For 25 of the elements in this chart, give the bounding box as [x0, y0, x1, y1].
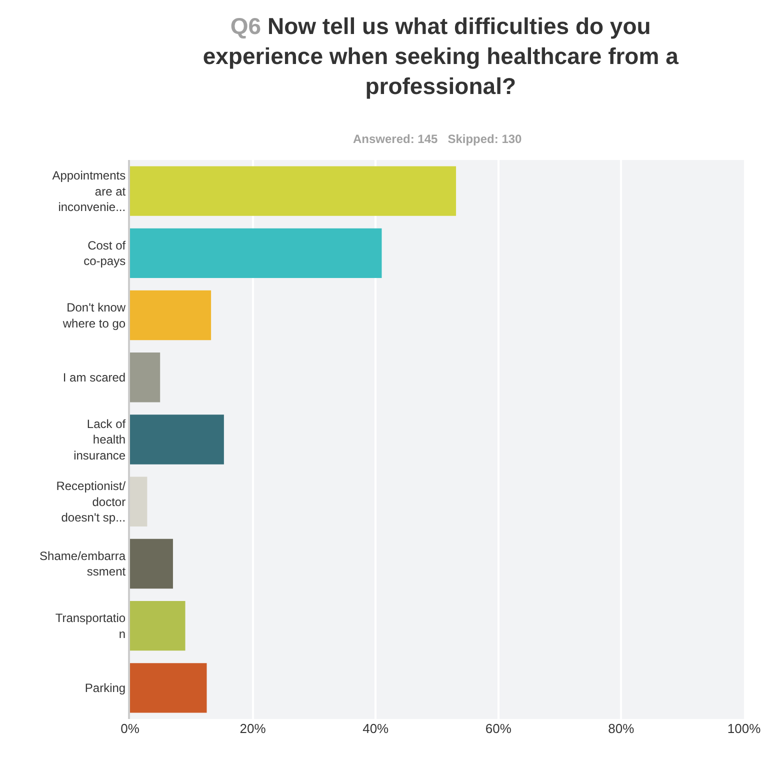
- bar: [130, 663, 207, 713]
- y-tick-label: Receptionist/ doctor doesn't sp...: [56, 479, 126, 524]
- bar: [130, 600, 186, 651]
- y-tick-label: Don't know where to go: [62, 300, 126, 330]
- bar: [130, 290, 212, 340]
- bar: [130, 414, 224, 464]
- x-tick-label: 0%: [120, 721, 140, 736]
- x-tick-label: 20%: [240, 721, 266, 736]
- y-tick-label: Cost of co-pays: [84, 238, 126, 268]
- y-tick-label: Shame/embarra ssment: [40, 549, 126, 579]
- bar: [130, 228, 382, 278]
- x-tick-label: 100%: [727, 721, 762, 736]
- x-tick-label: 60%: [485, 721, 512, 736]
- chart-title: Q6 Now tell us what difficulties do you experience when seeking healthcare from a professional?: [202, 13, 679, 100]
- bar: [130, 166, 456, 216]
- y-tick-label: Parking: [84, 681, 126, 696]
- y-tick-label: Transportatio n: [55, 611, 126, 641]
- x-tick-label: 40%: [362, 721, 390, 736]
- chart-subtitle: Answered: 145 Skipped: 130: [353, 132, 522, 146]
- x-tick-label: 80%: [608, 721, 635, 736]
- y-tick-label: Lack of health insurance: [74, 417, 126, 462]
- bar: [130, 352, 160, 402]
- bar: [130, 538, 173, 589]
- y-tick-label: Appointments are at inconvenie...: [52, 168, 126, 214]
- y-tick-label: I am scared: [62, 370, 126, 385]
